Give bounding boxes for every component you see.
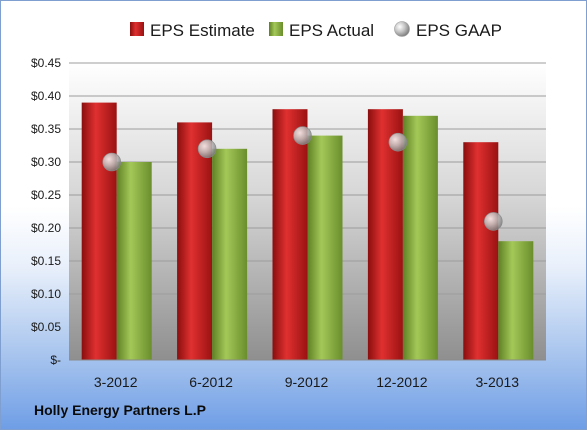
marker-eps-gaap xyxy=(102,152,121,172)
x-tick-label: 9-2012 xyxy=(285,374,329,390)
company-name: Holly Energy Partners L.P xyxy=(34,402,206,418)
legend-swatch-gaap xyxy=(394,21,410,37)
y-tick-label: $0.40 xyxy=(31,89,61,103)
marker-eps-gaap xyxy=(483,212,503,231)
y-axis-ticks: $- $0.05 $0.10 $0.15 $0.20 $0.25 $0.30 $0.35 $0.… xyxy=(31,56,61,367)
bar-eps-actual xyxy=(498,241,534,360)
y-tick-label: $0.45 xyxy=(31,56,61,70)
legend-swatch-actual xyxy=(269,22,283,36)
legend-label-estimate: EPS Estimate xyxy=(150,21,255,40)
y-tick-label: $0.25 xyxy=(31,188,61,202)
x-tick-label: 3-2012 xyxy=(94,374,138,390)
marker-eps-gaap xyxy=(388,132,408,152)
y-tick-label: $0.10 xyxy=(31,287,61,301)
x-tick-label: 3-2013 xyxy=(476,374,520,390)
bar-eps-actual xyxy=(307,135,343,360)
legend-label-actual: EPS Actual xyxy=(289,21,374,40)
legend-swatch-estimate xyxy=(130,22,144,36)
bar-eps-actual xyxy=(116,162,152,360)
gaap-markers xyxy=(102,126,503,231)
marker-eps-gaap xyxy=(197,139,217,159)
bar-eps-actual xyxy=(212,148,248,360)
marker-eps-gaap xyxy=(293,126,312,145)
bar-eps-estimate xyxy=(463,142,499,360)
legend-label-gaap: EPS GAAP xyxy=(416,21,502,40)
legend: EPS Estimate EPS Actual EPS GAAP xyxy=(130,21,502,40)
y-tick-label: $0.05 xyxy=(31,320,61,334)
x-tick-label: 12-2012 xyxy=(376,374,428,390)
bar-eps-estimate xyxy=(81,102,117,360)
y-tick-label: $0.15 xyxy=(31,254,61,268)
bar-eps-estimate xyxy=(177,122,213,361)
y-tick-label: $0.30 xyxy=(31,155,61,169)
y-tick-label: $0.20 xyxy=(31,221,61,235)
bar-eps-actual xyxy=(402,115,438,360)
bar-eps-estimate xyxy=(272,109,308,360)
x-axis-ticks: 3-2012 6-2012 9-2012 12-2012 3-2013 xyxy=(94,374,519,390)
x-tick-label: 6-2012 xyxy=(189,374,233,390)
y-tick-label: $- xyxy=(50,353,61,367)
y-tick-label: $0.35 xyxy=(31,122,61,136)
bars xyxy=(81,102,534,361)
